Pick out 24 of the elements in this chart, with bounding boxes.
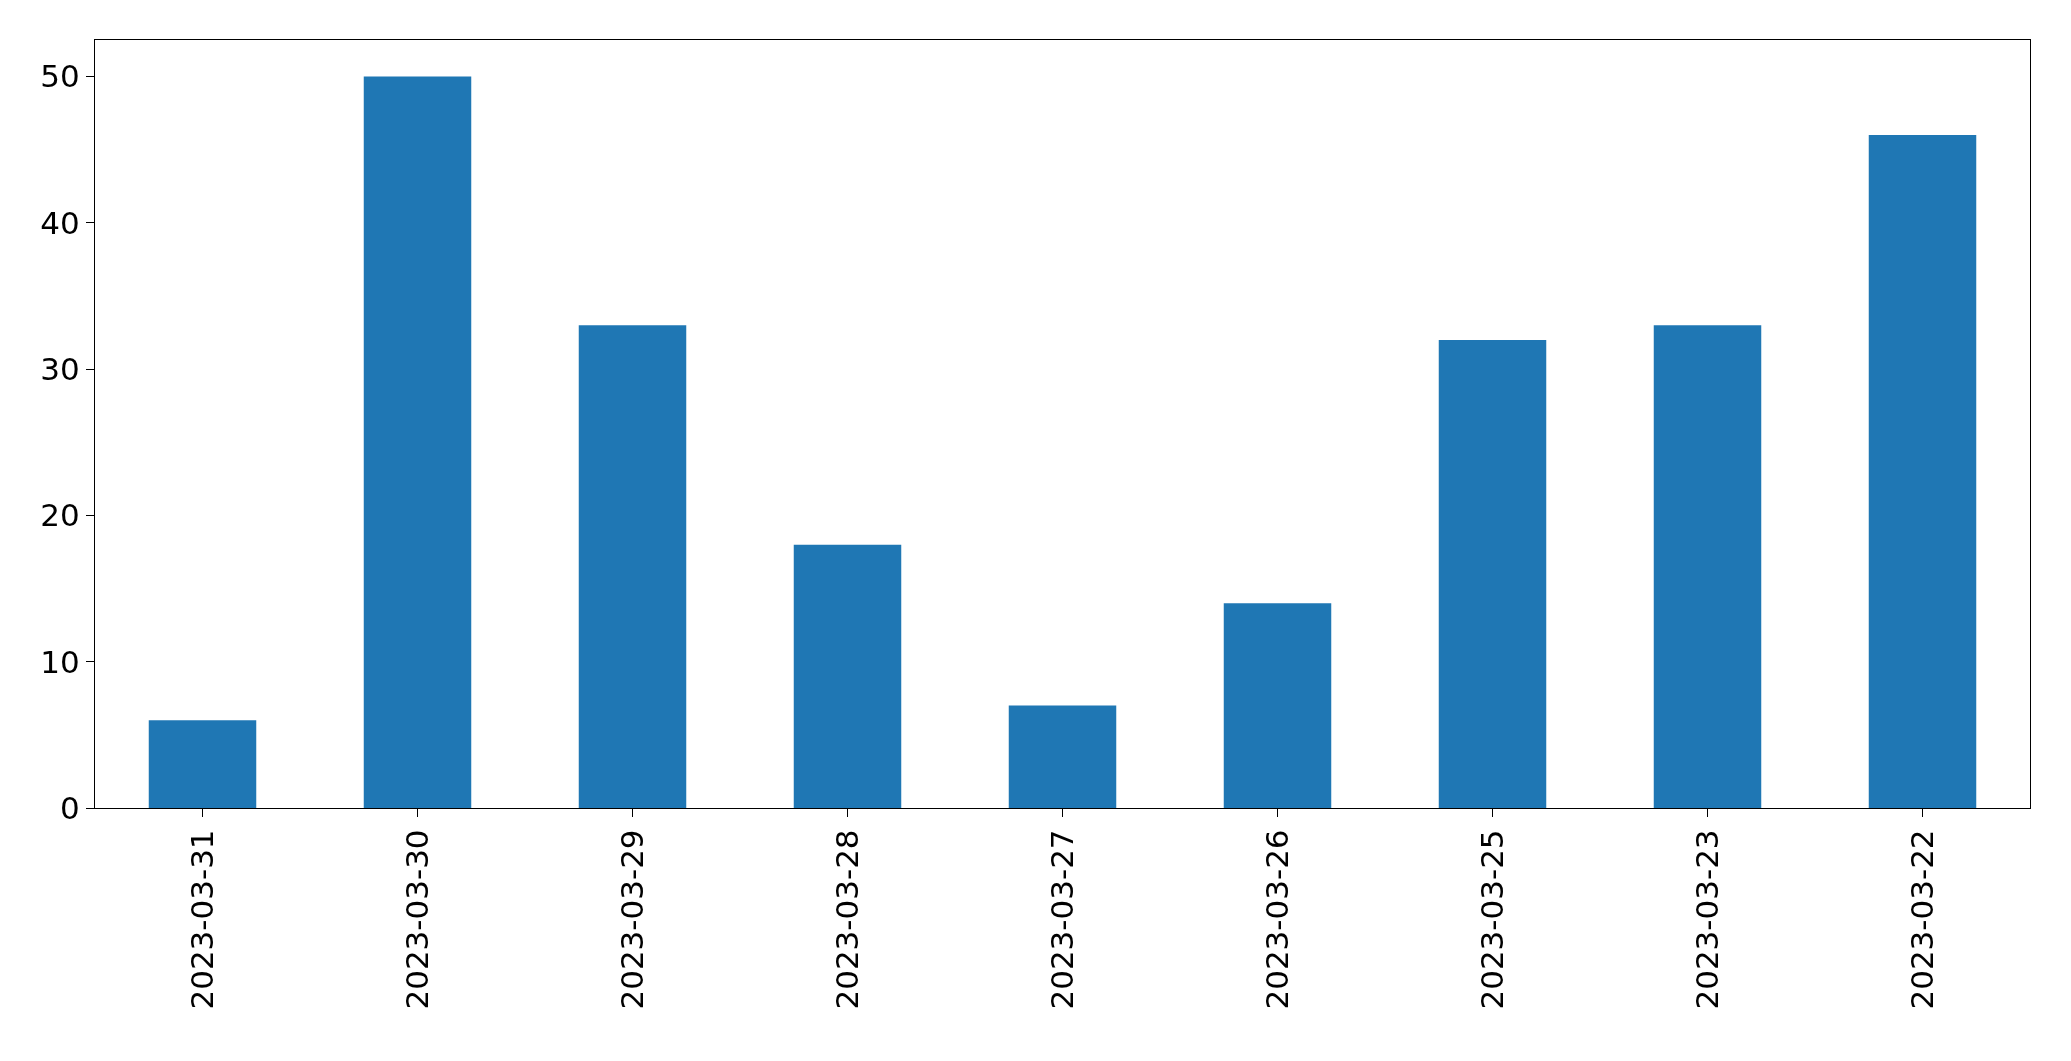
y-tick-label: 20: [40, 497, 80, 534]
x-tick-label: 2023-03-25: [1473, 829, 1510, 1010]
x-tick-label: 2023-03-29: [613, 829, 650, 1010]
bar: [148, 720, 257, 808]
bar: [578, 325, 687, 808]
bar: [793, 544, 902, 808]
y-tick-label: 50: [40, 58, 80, 95]
bar: [1223, 603, 1332, 808]
x-tick-label: 2023-03-31: [183, 829, 220, 1010]
bar: [1653, 325, 1762, 808]
bar: [363, 76, 472, 808]
y-tick-label: 40: [40, 204, 80, 241]
x-tick-label: 2023-03-22: [1903, 829, 1940, 1010]
y-tick-label: 10: [40, 643, 80, 680]
y-tick-label: 30: [40, 350, 80, 387]
bar: [1438, 339, 1547, 808]
x-tick-label: 2023-03-28: [828, 829, 865, 1010]
bar: [1008, 705, 1117, 808]
bar: [1868, 135, 1977, 808]
x-tick-label: 2023-03-30: [398, 829, 435, 1010]
x-tick-label: 2023-03-26: [1258, 829, 1295, 1010]
x-tick-label: 2023-03-27: [1043, 829, 1080, 1010]
y-tick-label: 0: [60, 789, 80, 826]
x-tick-label: 2023-03-23: [1688, 829, 1725, 1010]
